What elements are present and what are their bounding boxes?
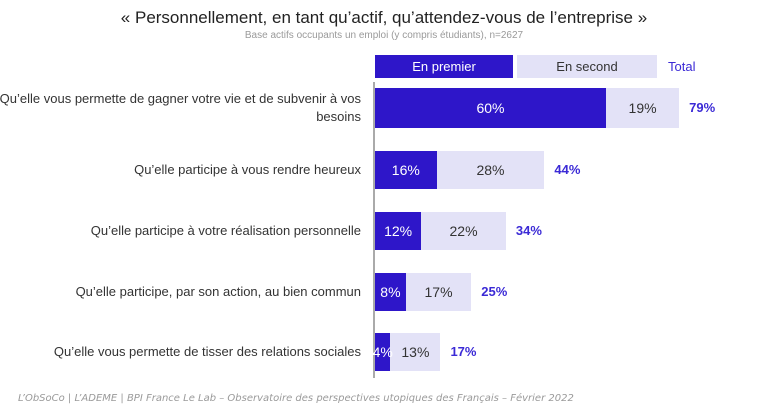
bar-first-series xyxy=(375,273,406,311)
category-label: Qu’elle vous permette de gagner votre vi… xyxy=(0,91,361,124)
data-label-total: 25% xyxy=(481,284,508,299)
source-footer: L’ObSoCo | L’ADEME | BPI France Le Lab –… xyxy=(18,393,574,404)
category-label: Qu’elle participe à vous rendre heureux xyxy=(134,162,361,177)
bar-second-series xyxy=(436,151,545,189)
bar-first-series xyxy=(375,212,422,250)
legend-first-label: En premier xyxy=(412,59,476,74)
bar-first-series xyxy=(375,333,391,371)
data-label-first: 16% xyxy=(391,162,420,178)
category-label: Qu’elle vous permette de tisser des rela… xyxy=(53,344,361,359)
data-label-second: 13% xyxy=(401,344,430,360)
data-label-first: 8% xyxy=(380,284,401,300)
legend-second-swatch xyxy=(517,55,657,78)
data-label-second: 28% xyxy=(476,162,505,178)
bar-second-series xyxy=(421,212,506,250)
category-label: Qu’elle participe, par son action, au bi… xyxy=(75,284,361,299)
category-label: Qu’elle participe à votre réalisation pe… xyxy=(90,223,361,238)
data-label-second: 17% xyxy=(424,284,453,300)
bar-second-series xyxy=(405,273,472,311)
data-label-first: 12% xyxy=(384,223,413,239)
bar-first-series xyxy=(375,88,606,128)
legend-total-label: Total xyxy=(668,59,696,74)
chart-subtitle: Base actifs occupants un emploi (y compr… xyxy=(244,30,524,41)
data-label-total: 79% xyxy=(689,100,716,115)
bar-second-series xyxy=(606,88,680,128)
data-label-total: 17% xyxy=(450,344,477,359)
data-label-first: 4% xyxy=(372,344,393,360)
data-label-total: 34% xyxy=(515,223,542,238)
bar-first-series xyxy=(375,151,437,189)
chart-title: « Personnellement, en tant qu’actif, qu’… xyxy=(120,8,648,27)
legend-second-label: En second xyxy=(556,59,618,74)
data-label-total: 44% xyxy=(554,162,581,177)
legend-first-swatch xyxy=(375,55,513,78)
data-label-first: 60% xyxy=(476,100,505,116)
data-label-second: 22% xyxy=(449,223,478,239)
bar-second-series xyxy=(390,333,441,371)
data-label-second: 19% xyxy=(628,100,657,116)
